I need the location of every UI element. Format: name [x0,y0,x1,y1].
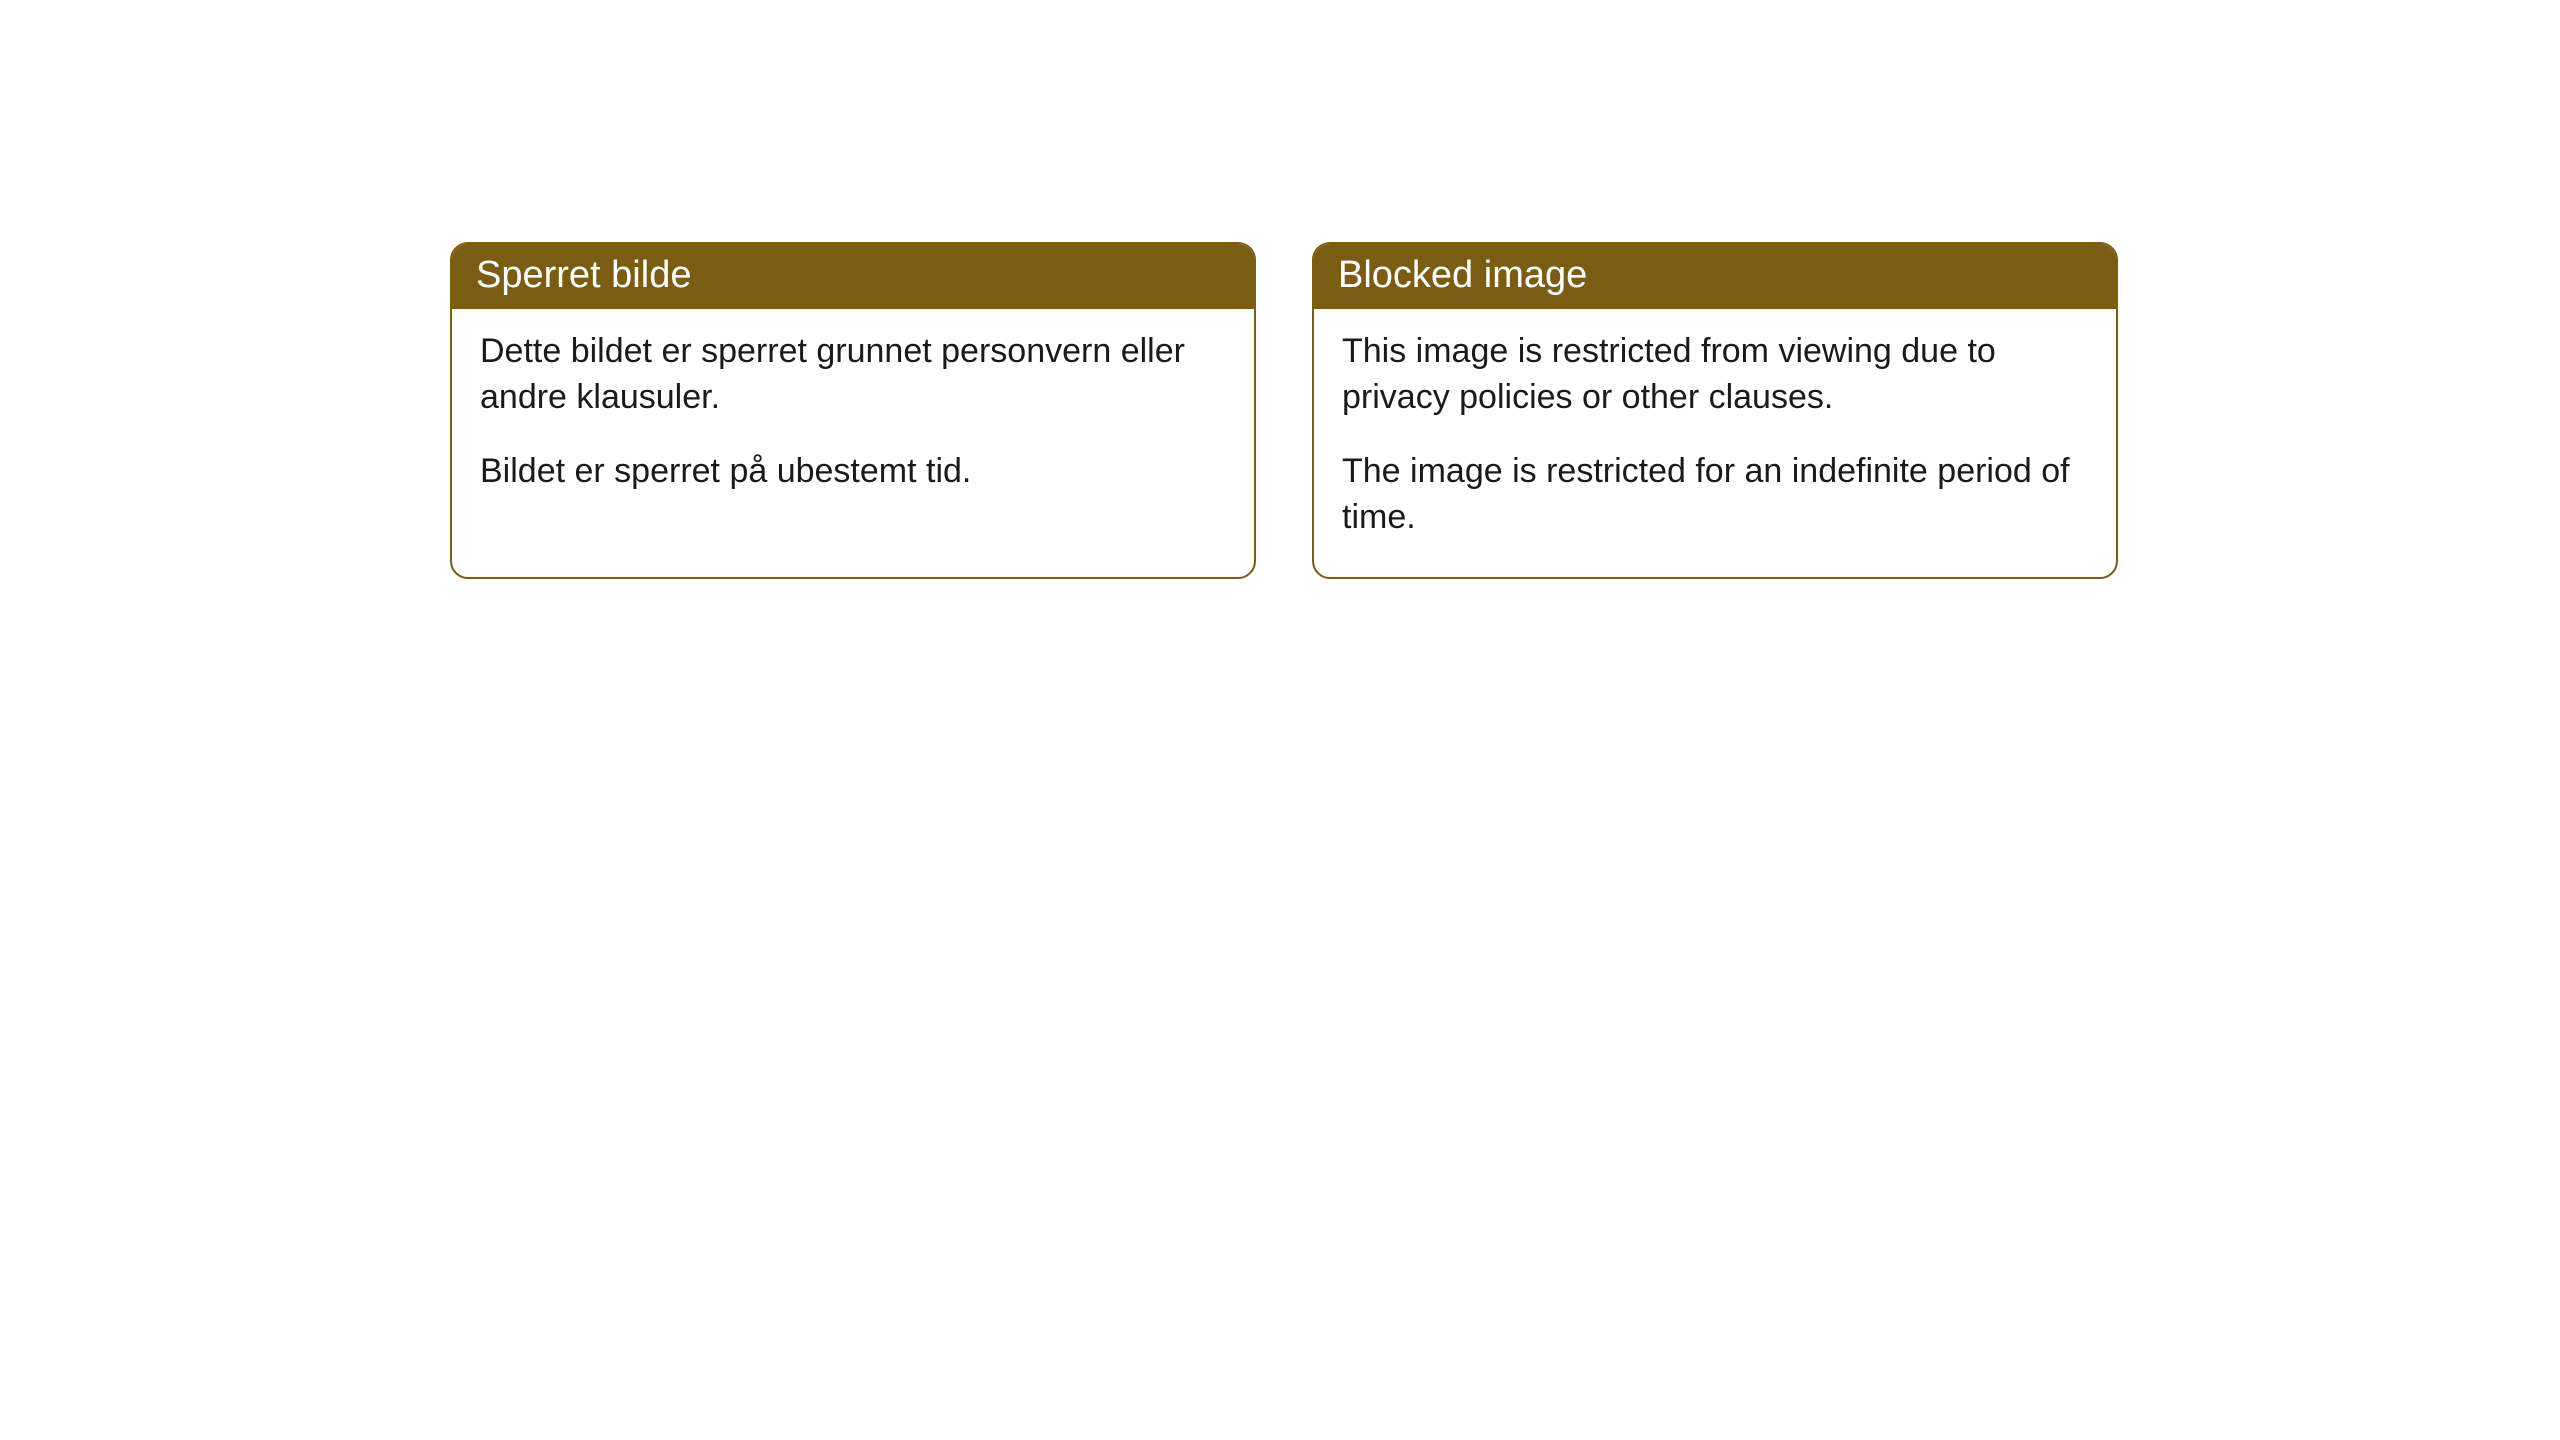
blocked-image-card-norwegian: Sperret bilde Dette bildet er sperret gr… [450,242,1256,579]
card-body-english: This image is restricted from viewing du… [1314,309,2116,577]
card-paragraph-2: Bildet er sperret på ubestemt tid. [480,449,1226,495]
card-paragraph-1: This image is restricted from viewing du… [1342,329,2088,421]
card-paragraph-1: Dette bildet er sperret grunnet personve… [480,329,1226,421]
card-body-norwegian: Dette bildet er sperret grunnet personve… [452,309,1254,531]
blocked-image-card-english: Blocked image This image is restricted f… [1312,242,2118,579]
card-header-norwegian: Sperret bilde [452,244,1254,309]
card-header-english: Blocked image [1314,244,2116,309]
card-title: Blocked image [1338,254,1587,296]
card-paragraph-2: The image is restricted for an indefinit… [1342,449,2088,541]
notice-cards-container: Sperret bilde Dette bildet er sperret gr… [450,242,2118,579]
card-title: Sperret bilde [476,254,691,296]
